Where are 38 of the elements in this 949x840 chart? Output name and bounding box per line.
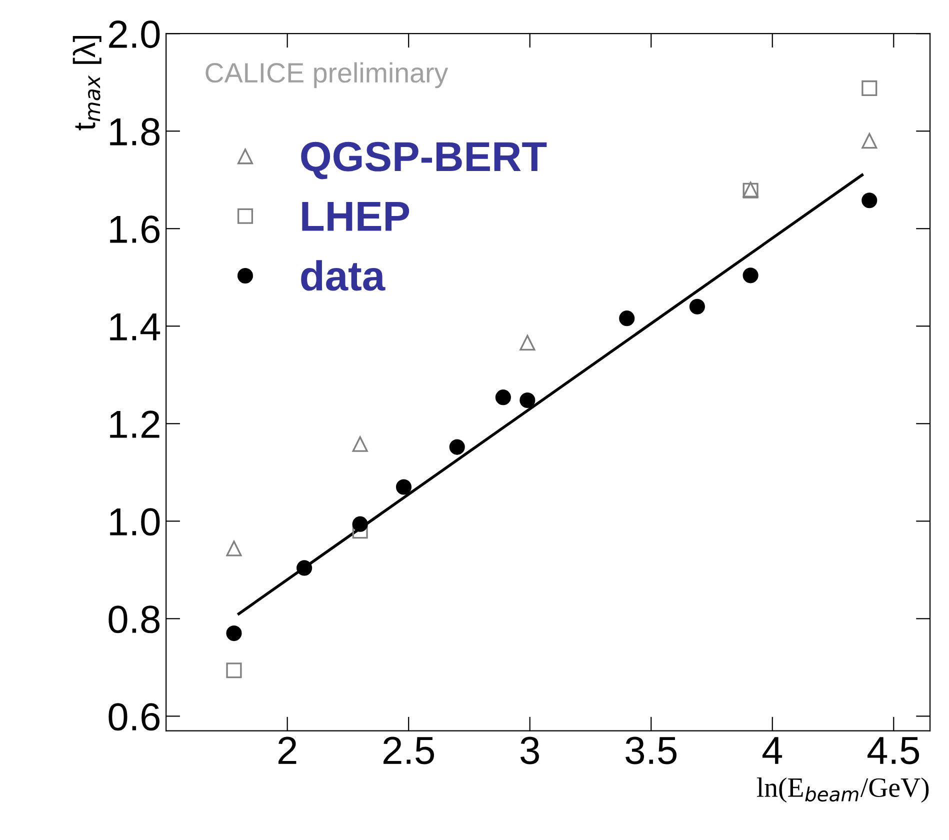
x-tick-label: 2 <box>278 736 296 764</box>
point <box>396 479 412 495</box>
point <box>520 334 536 350</box>
point <box>862 133 878 149</box>
y-tick-label: 1.4 <box>110 313 160 340</box>
point <box>520 392 536 408</box>
y-tick-label: 1.2 <box>110 410 160 438</box>
point <box>296 560 312 576</box>
x-axis-title: ln(E$_{beam}$/GeV) <box>756 777 929 803</box>
y-tick-label: 1.0 <box>110 508 160 536</box>
x-tick-label: 4.5 <box>868 737 920 764</box>
point <box>449 439 465 455</box>
y-tick-label: 0.6 <box>108 703 160 731</box>
y-axis-title: t$_{max}$ [λ] <box>72 36 102 130</box>
point <box>862 192 878 208</box>
legend-label: LHEP <box>302 202 410 231</box>
y-tick-label: 1.8 <box>110 118 160 146</box>
x-tick-label: 2.5 <box>384 736 434 764</box>
x-tick-label: 4 <box>762 737 782 764</box>
point <box>619 310 635 326</box>
x-tick-label: 3 <box>520 736 539 764</box>
point <box>862 80 878 96</box>
point <box>742 268 758 284</box>
point <box>352 516 368 532</box>
point <box>226 626 242 642</box>
x-tick-label: 3.5 <box>626 736 677 764</box>
legend-label: QGSP-BERT <box>301 142 547 180</box>
point <box>495 390 511 406</box>
y-tick-label: 0.8 <box>108 606 160 634</box>
point <box>226 540 242 556</box>
y-tick-label: 1.6 <box>110 216 160 244</box>
point <box>689 298 705 314</box>
annotation: CALICE preliminary <box>206 62 448 88</box>
point <box>352 523 368 539</box>
y-tick-label: 2.0 <box>109 20 160 48</box>
legend-label: data <box>301 260 386 291</box>
point <box>226 662 242 678</box>
point <box>352 436 368 452</box>
